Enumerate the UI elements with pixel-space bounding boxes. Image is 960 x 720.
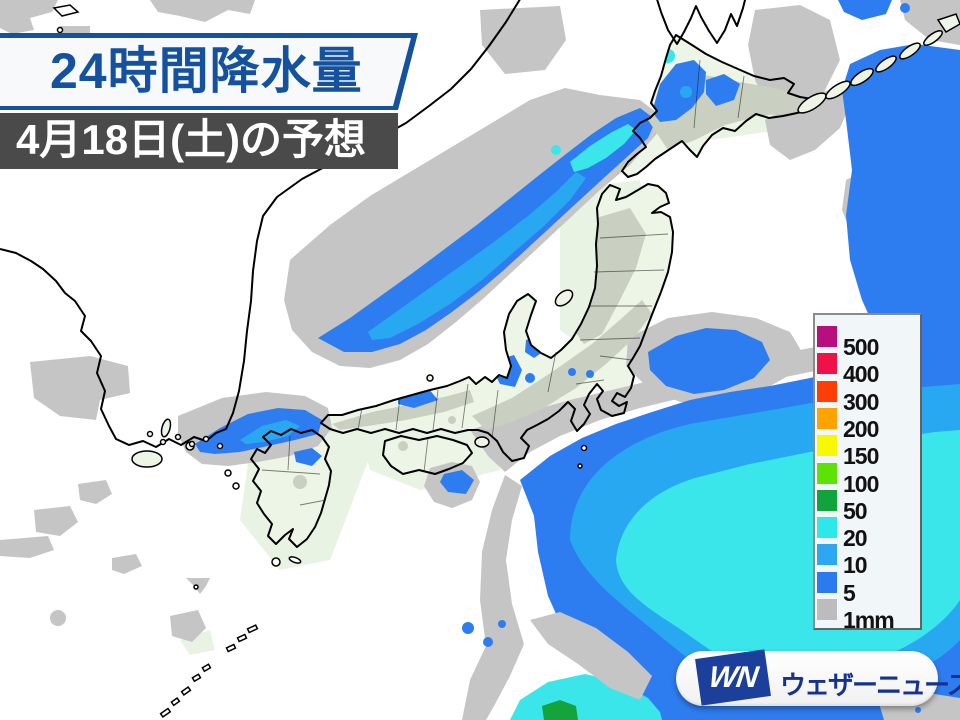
wn-logo-mark: WN [695,649,771,706]
brand-name: ウェザーニュース [780,670,960,700]
legend-label: 50 [843,498,868,524]
legend-swatch [817,517,837,538]
legend-swatch [817,572,837,593]
legend-label: 200 [843,416,879,442]
subtitle-banner: 4月18日(土)の予想 [0,113,398,169]
precip-green-areas [542,700,578,720]
legend-swatch [817,353,837,374]
legend-swatch [817,490,837,511]
weathernews-logo: WN ウェザーニュース [676,649,960,706]
legend-label: 5 [843,580,856,606]
legend-swatch [817,599,837,620]
outer-islets [52,4,588,718]
legend-label: 400 [843,361,879,387]
precip-over-land [293,49,812,489]
forecast-date: 4月18日(土)の予想 [16,116,367,163]
legend-swatch [817,544,837,565]
small-islands [131,13,960,468]
prefecture-borders [261,59,745,506]
legend-swatch [817,408,837,429]
legend-label: 300 [843,389,879,415]
legend-swatch [817,326,837,347]
legend-label: 1mm [843,607,895,633]
legend-swatch [817,435,837,456]
legend-label: 100 [843,471,879,497]
legend-label: 500 [843,334,879,360]
continent-korea [0,0,520,447]
legend-label: 150 [843,443,879,469]
wn-logo-letters: WN [706,660,760,694]
precipitation-legend: 500 400 300 200 150 100 50 20 10 5 1mm [813,313,922,633]
page-title: 24時間降水量 [50,43,363,99]
title-banner: 24時間降水量 [0,33,418,110]
legend-label: 10 [843,552,868,578]
legend-swatch [817,381,837,402]
legend-label: 20 [843,525,868,551]
legend-swatch [817,463,837,484]
title-banner-inner: 24時間降水量 [0,38,411,106]
